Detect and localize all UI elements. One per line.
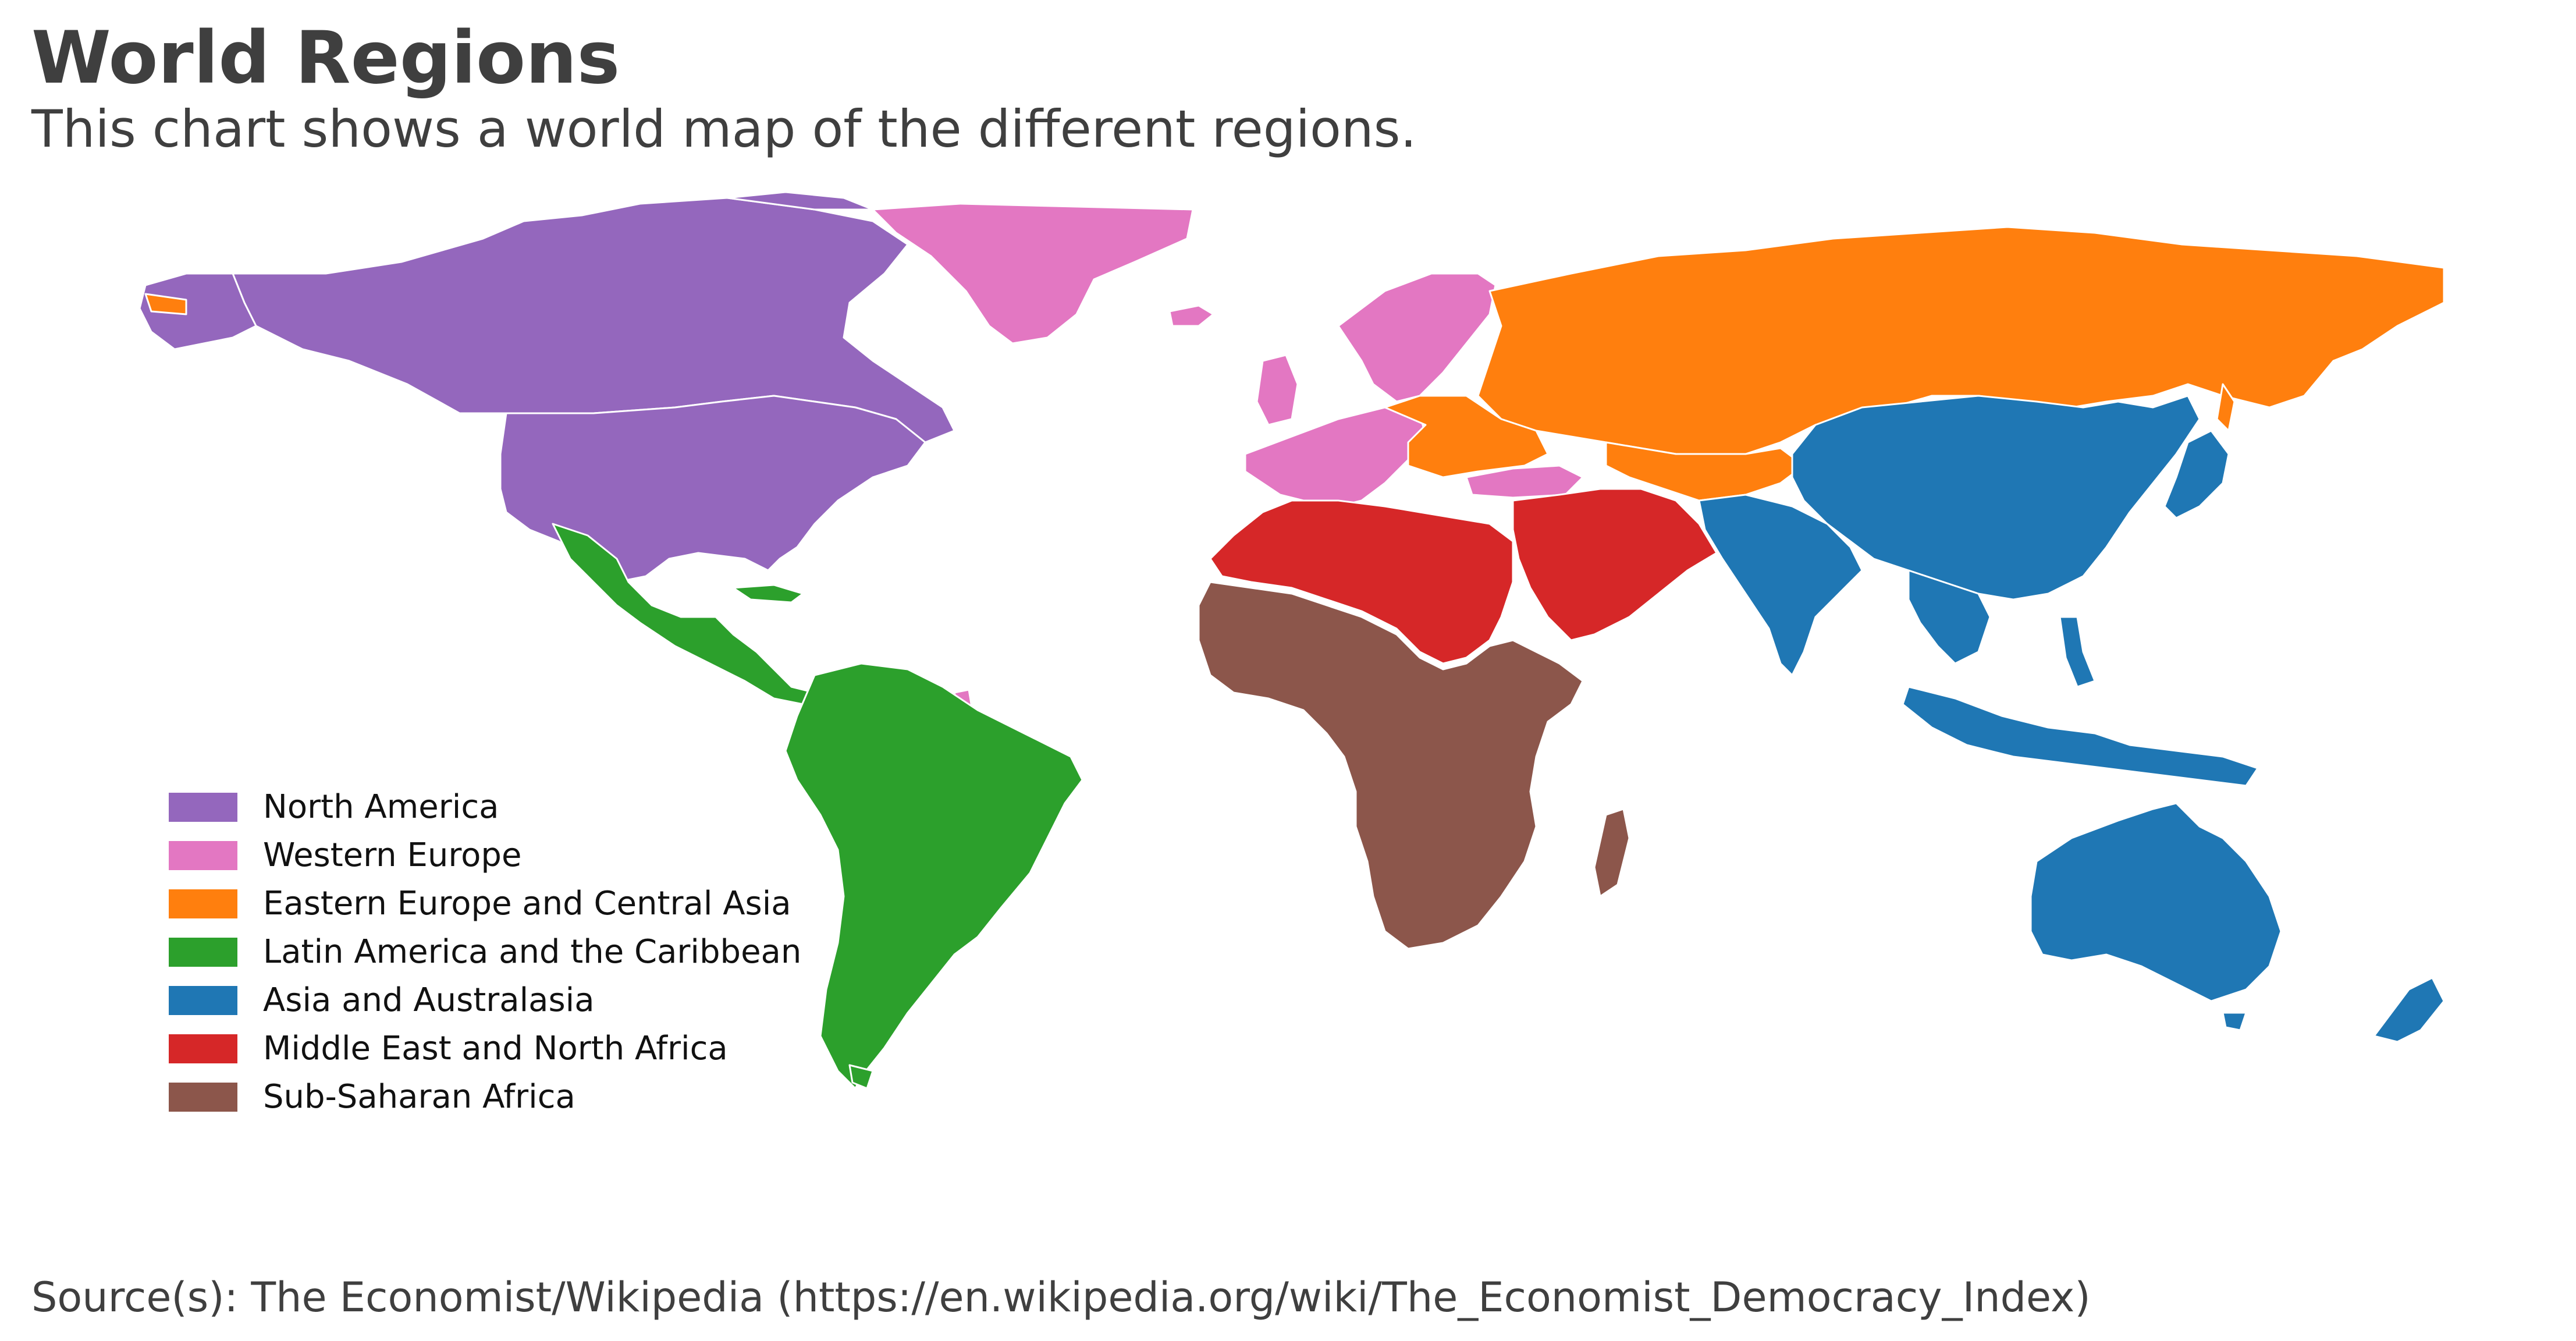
region-middle-east-north-africa bbox=[1209, 488, 1718, 665]
legend-item: Sub-Saharan Africa bbox=[169, 1073, 801, 1121]
indonesia-shape bbox=[1902, 686, 2259, 787]
western-europe-mainland-shape bbox=[1244, 406, 1427, 508]
eastern-europe-shape bbox=[1384, 395, 1549, 478]
greenland-north-shape bbox=[726, 191, 874, 211]
region-sub-saharan-africa bbox=[1198, 581, 1630, 950]
sakhalin-shape bbox=[2216, 383, 2236, 432]
legend: North America Western Europe Eastern Eur… bbox=[169, 783, 801, 1121]
chukotka-shape bbox=[144, 293, 187, 315]
middle-east-shape bbox=[1512, 488, 1718, 641]
legend-item: Middle East and North Africa bbox=[169, 1024, 801, 1073]
legend-label: North America bbox=[263, 788, 499, 826]
legend-swatch bbox=[169, 792, 237, 822]
iceland-shape bbox=[1168, 304, 1214, 327]
legend-swatch bbox=[169, 937, 237, 967]
southeast-asia-shape bbox=[1907, 569, 1991, 665]
legend-item: Eastern Europe and Central Asia bbox=[169, 879, 801, 928]
india-shape bbox=[1698, 494, 1863, 676]
legend-label: Asia and Australasia bbox=[263, 981, 595, 1019]
region-north-america bbox=[138, 191, 955, 583]
north-africa-shape bbox=[1209, 499, 1514, 665]
turkey-shape bbox=[1465, 464, 1584, 499]
source-note: Source(s): The Economist/Wikipedia (http… bbox=[31, 1273, 2091, 1321]
alaska-shape bbox=[138, 272, 257, 350]
new-zealand-shape bbox=[2373, 977, 2445, 1043]
mexico-central-america-shape bbox=[552, 523, 816, 705]
tierra-del-fuego-shape bbox=[848, 1064, 874, 1090]
usa-shape bbox=[499, 395, 926, 583]
region-western-europe bbox=[872, 203, 1584, 714]
region-asia-australasia bbox=[1698, 395, 2445, 1043]
legend-item: Asia and Australasia bbox=[169, 976, 801, 1024]
madagascar-shape bbox=[1593, 808, 1630, 897]
legend-label: Sub-Saharan Africa bbox=[263, 1078, 575, 1116]
legend-swatch bbox=[169, 1034, 237, 1063]
tasmania-shape bbox=[2222, 1012, 2247, 1031]
region-latin-america bbox=[552, 523, 1083, 1090]
greenland-shape bbox=[872, 203, 1194, 345]
legend-swatch bbox=[169, 1082, 237, 1112]
australia-shape bbox=[2030, 802, 2282, 1002]
philippines-shape bbox=[2059, 616, 2096, 688]
legend-swatch bbox=[169, 889, 237, 918]
chart-subtitle: This chart shows a world map of the diff… bbox=[31, 99, 1417, 159]
legend-swatch bbox=[169, 840, 237, 870]
central-asia-shape bbox=[1605, 441, 1805, 502]
sub-saharan-africa-shape bbox=[1198, 581, 1584, 950]
legend-label: Latin America and the Caribbean bbox=[263, 933, 802, 971]
russia-shape bbox=[1477, 226, 2445, 461]
legend-item: Western Europe bbox=[169, 831, 801, 879]
cuba-shape bbox=[732, 584, 804, 604]
legend-label: Western Europe bbox=[263, 836, 522, 874]
uk-shape bbox=[1256, 354, 1299, 426]
canada-shape bbox=[232, 197, 955, 444]
legend-label: Middle East and North Africa bbox=[263, 1030, 728, 1067]
south-america-shape bbox=[784, 662, 1083, 1090]
legend-item: Latin America and the Caribbean bbox=[169, 928, 801, 976]
chart-title: World Regions bbox=[31, 16, 620, 100]
region-eastern-europe-central-asia bbox=[144, 226, 2445, 502]
legend-item: North America bbox=[169, 783, 801, 831]
japan-shape bbox=[2163, 430, 2230, 519]
scandinavia-shape bbox=[1337, 272, 1497, 403]
legend-label: Eastern Europe and Central Asia bbox=[263, 885, 791, 923]
china-mongolia-shape bbox=[1791, 395, 2201, 601]
legend-swatch bbox=[169, 985, 237, 1015]
